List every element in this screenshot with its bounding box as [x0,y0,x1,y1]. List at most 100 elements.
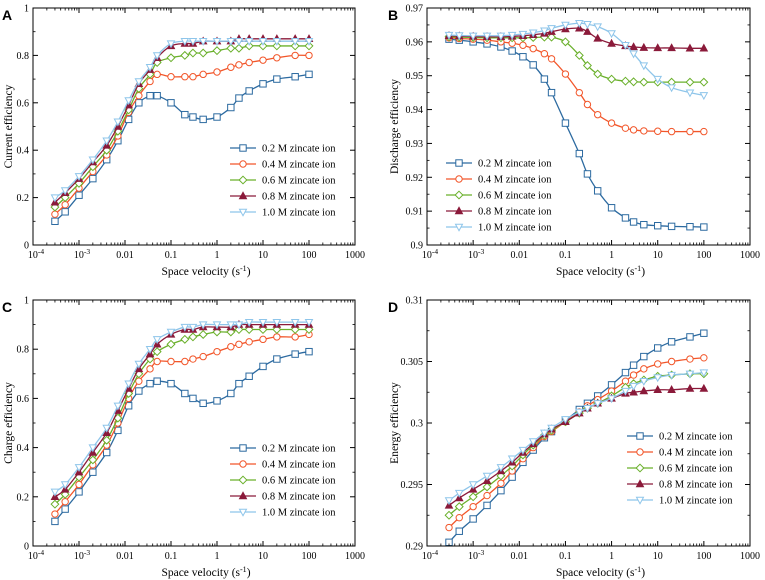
x-tick-label: 10 [258,551,268,562]
data-point [686,127,694,136]
x-tick-base: 1 [215,250,220,261]
data-point [61,208,69,216]
x-tick-base: 10 [653,551,663,562]
data-point [259,362,267,371]
data-point [629,42,638,51]
data-point [607,119,616,127]
data-point [245,58,253,67]
data-point [51,217,59,226]
data-point [639,62,649,71]
data-point [593,400,603,409]
data-point [540,75,549,83]
x-tick-exponent: -4 [432,247,438,256]
data-point [653,385,663,393]
data-point [686,333,694,341]
data-point [518,446,528,455]
data-point [445,523,453,532]
series-line [54,37,309,203]
data-point [50,202,60,212]
legend-marker [238,508,248,517]
x-tick-label: 1 [609,551,614,562]
data-point [519,53,527,61]
data-point [51,517,59,526]
x-tick-base: 10 [653,250,663,261]
x-axis-label-tail: ) [641,567,645,579]
x-tick-label: 1000 [345,250,365,261]
data-point [629,371,638,379]
data-point [88,455,98,465]
legend-label: 0.6 M zincate ion [262,176,336,187]
legend-label: 0.6 M zincate ion [478,191,552,202]
x-tick-base: 1000 [345,250,365,261]
series-line [448,37,704,133]
data-point [629,77,639,87]
legend-marker [635,463,645,473]
x-tick-exponent: -3 [478,247,484,256]
data-point [291,73,299,81]
data-point [629,50,638,59]
data-point [259,335,267,344]
data-point [226,37,236,46]
x-axis-label-tail: ) [247,567,251,579]
legend: 0.2 M zincate ion 0.4 M zincate ion 0.6 M … [627,432,733,507]
series-line [54,321,309,493]
x-axis-label-exponent: -1 [635,565,642,574]
data-point [213,347,221,356]
x-tick-label: 0.1 [559,250,572,261]
data-point [199,399,207,408]
x-tick-label: 10 [258,250,268,261]
data-point [685,370,695,379]
data-point [574,408,584,417]
data-point [259,80,267,88]
data-point [135,387,143,395]
data-point [305,347,313,356]
series-line [448,371,704,502]
data-point [153,91,161,100]
x-tick-exponent: -3 [478,548,484,557]
legend-label: 0.4 M zincate ion [262,460,336,471]
x-tick-base: 10 [422,551,432,562]
data-point [593,69,603,79]
legend-label: 0.4 M zincate ion [478,175,552,186]
x-tick-base: 0.01 [511,250,529,261]
y-axis-label: Discharge efficiency [389,79,401,174]
data-point [304,37,314,46]
data-point [686,355,694,363]
legend-marker [238,175,248,185]
series-line [448,27,704,49]
legend-label: 1.0 M zincate ion [478,223,552,234]
legend-marker [238,475,248,485]
legend-marker [238,191,248,200]
data-point [305,51,313,60]
y-tick-label: 0.8 [17,51,30,62]
data-point [167,357,175,366]
series-group [50,318,314,526]
data-point [88,156,98,165]
data-point [235,340,243,348]
data-point [124,380,133,389]
data-point [102,137,112,146]
data-point [561,21,570,30]
data-point [180,50,190,60]
data-point [699,369,709,378]
data-point [667,371,676,380]
legend-label: 0.8 M zincate ion [262,192,336,203]
data-point [528,29,538,38]
data-point [455,514,463,522]
data-point [226,327,236,337]
x-tick-base: 1000 [740,250,760,261]
data-point [540,429,549,438]
x-tick-label: 10 [653,250,663,261]
data-point [189,394,197,403]
data-point [686,223,694,231]
data-point [235,94,243,102]
data-point [629,361,638,369]
legend-marker [239,144,247,152]
data-point [166,40,176,49]
x-tick-base: 1 [215,551,220,562]
x-tick-base: 0.01 [511,551,529,562]
x-tick-base: 100 [696,551,711,562]
data-point [188,323,198,332]
series-line [449,36,704,83]
data-point [507,31,517,40]
